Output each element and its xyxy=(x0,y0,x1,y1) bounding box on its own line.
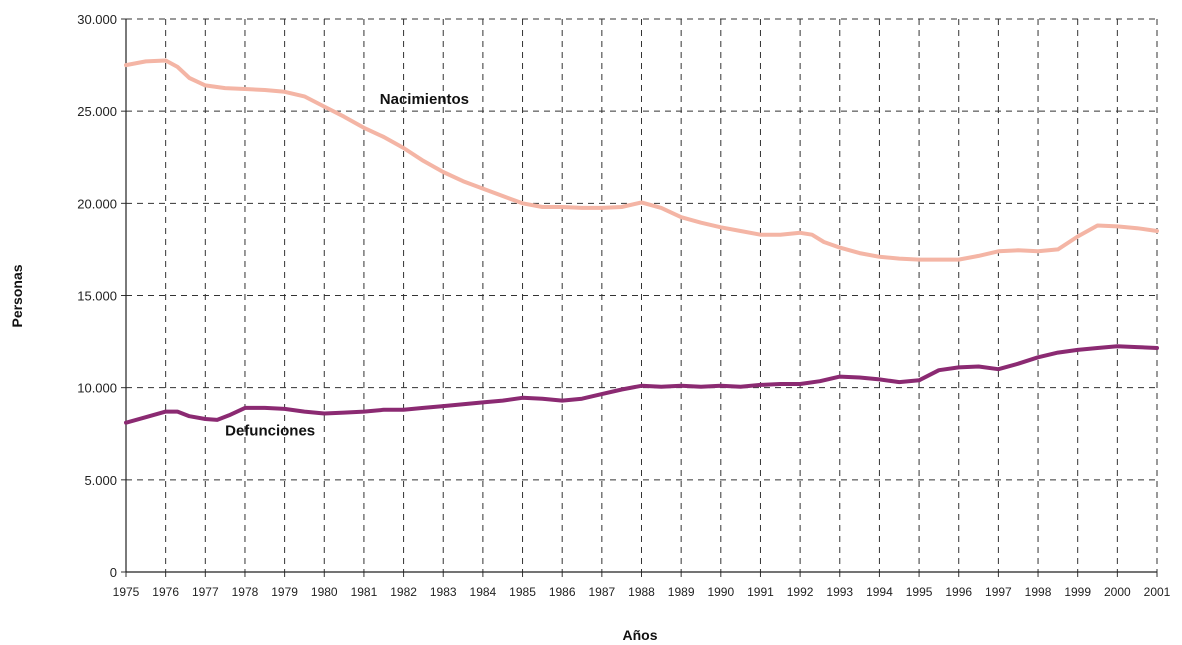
series-label-nacimientos: Nacimientos xyxy=(380,91,469,108)
x-axis-title: Años xyxy=(623,627,658,643)
x-tick-label: 1984 xyxy=(470,585,497,599)
x-tick-label: 1995 xyxy=(906,585,933,599)
x-tick-label: 1979 xyxy=(271,585,298,599)
x-tick-label: 1987 xyxy=(588,585,615,599)
x-tick-label: 1989 xyxy=(668,585,695,599)
x-tick-label: 1990 xyxy=(707,585,734,599)
grid xyxy=(126,18,1158,572)
x-tick-label: 1993 xyxy=(826,585,853,599)
x-tick-label: 1991 xyxy=(747,585,774,599)
x-tick-label: 1982 xyxy=(390,585,417,599)
series-label-defunciones: Defunciones xyxy=(225,423,315,440)
y-tick-label: 5.000 xyxy=(84,473,117,488)
x-tick-label: 1999 xyxy=(1064,585,1091,599)
y-axis-title: Personas xyxy=(9,264,25,327)
x-tick-label: 1980 xyxy=(311,585,338,599)
labels: Nacimientos Defunciones xyxy=(225,91,469,440)
y-tick-label: 25.000 xyxy=(77,104,117,119)
y-tick-label: 30.000 xyxy=(77,12,117,27)
x-tick-label: 1983 xyxy=(430,585,457,599)
series-lines xyxy=(124,58,1159,425)
y-tick-label: 10.000 xyxy=(77,381,117,396)
x-tick-label: 1988 xyxy=(628,585,655,599)
y-tick-label: 0 xyxy=(110,565,117,580)
x-tick-label: 2000 xyxy=(1104,585,1131,599)
x-tick-label: 1977 xyxy=(192,585,219,599)
x-tick-label: 1981 xyxy=(351,585,378,599)
y-tick-label: 15.000 xyxy=(77,289,117,304)
x-tick-label: 1976 xyxy=(152,585,179,599)
x-tick-label: 1986 xyxy=(549,585,576,599)
x-tick-label: 1978 xyxy=(232,585,259,599)
x-tick-label: 1998 xyxy=(1025,585,1052,599)
axes: 0 5.000 10.000 15.000 20.000 25.000 30.000 1975… xyxy=(77,12,1170,599)
x-tick-label: 1992 xyxy=(787,585,814,599)
series-line-nacimientos xyxy=(124,58,1159,262)
x-tick-label: 1996 xyxy=(945,585,972,599)
y-tick-label: 20.000 xyxy=(77,196,117,211)
x-tick-label: 1985 xyxy=(509,585,536,599)
x-tick-label: 1975 xyxy=(113,585,140,599)
series-line-defunciones xyxy=(124,344,1159,425)
x-tick-label: 2001 xyxy=(1144,585,1171,599)
x-tick-label: 1997 xyxy=(985,585,1012,599)
x-tick-label: 1994 xyxy=(866,585,893,599)
